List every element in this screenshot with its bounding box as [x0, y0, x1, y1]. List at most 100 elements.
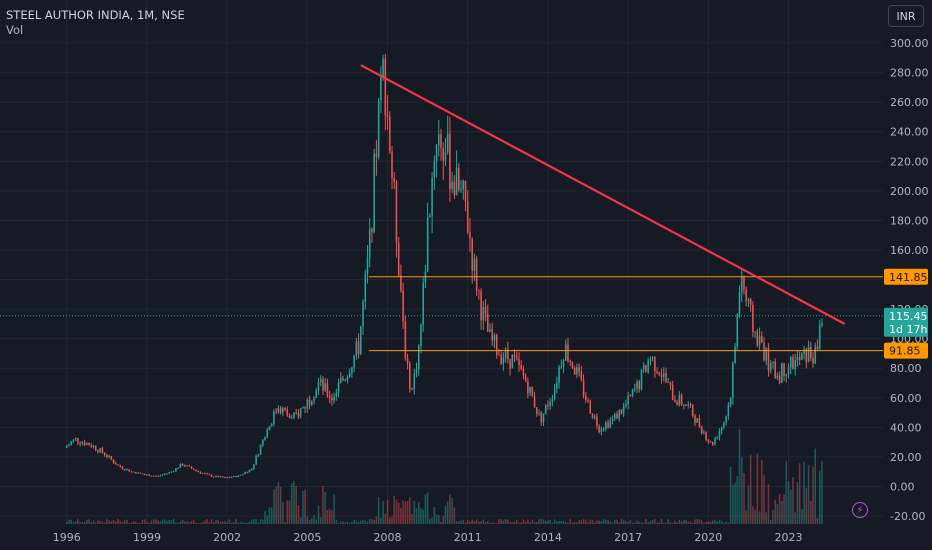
volume-bar — [97, 520, 99, 524]
volume-bar — [237, 522, 240, 524]
candle-body — [580, 371, 583, 381]
volume-legend[interactable]: Vol — [6, 23, 24, 37]
x-tick-label: 2017 — [614, 531, 642, 544]
volume-bar — [299, 517, 302, 524]
volume-bar — [239, 521, 242, 524]
candle-body — [500, 355, 502, 364]
candle-body — [805, 349, 808, 363]
candle-body — [395, 182, 398, 243]
candle-body — [250, 468, 253, 470]
candle-body — [114, 462, 117, 465]
candle-body — [812, 357, 814, 364]
volume-bar — [556, 521, 558, 524]
candle-body — [689, 404, 692, 406]
candle-body — [97, 450, 99, 453]
candle-body — [164, 473, 166, 475]
candle-body — [197, 470, 199, 472]
candle-body — [192, 468, 195, 471]
volume-bar — [484, 522, 487, 524]
volume-bar — [175, 522, 177, 524]
volume-bar — [324, 491, 326, 524]
volume-bar — [106, 519, 108, 524]
candle-body — [645, 365, 647, 373]
currency-button[interactable]: INR — [888, 5, 924, 27]
candle-body — [658, 372, 661, 375]
candle-body — [426, 217, 429, 272]
volume-bar — [618, 522, 620, 524]
volume-bar — [487, 521, 489, 524]
volume-bar — [440, 521, 442, 524]
lightning-icon[interactable]: ⚡ — [852, 502, 868, 518]
candle-body — [435, 144, 438, 162]
candle-body — [382, 58, 384, 78]
volume-bar — [335, 519, 338, 524]
volume-bar — [119, 521, 122, 524]
candle-body — [264, 436, 266, 440]
volume-bar — [680, 521, 683, 524]
volume-bar — [431, 517, 433, 524]
volume-bar — [567, 522, 569, 524]
volume-bar — [622, 520, 625, 524]
volume-bar — [373, 519, 375, 524]
candle-body — [333, 396, 335, 401]
volume-bar — [382, 500, 384, 524]
candle-body — [542, 413, 545, 423]
candle-body — [662, 373, 665, 377]
candle-body — [591, 413, 594, 418]
volume-bar — [801, 509, 803, 524]
candle-body — [576, 367, 578, 375]
candle-body — [268, 426, 271, 430]
volume-bar — [364, 520, 367, 524]
volume-bar — [591, 519, 594, 524]
volume-bar — [103, 522, 106, 524]
candle-body — [199, 471, 202, 474]
volume-bar — [794, 512, 796, 524]
candle-body — [175, 468, 177, 472]
candle-body — [513, 354, 516, 357]
candle-body — [729, 397, 732, 405]
candle-body — [110, 455, 113, 460]
time-axis[interactable]: 1996 1999 2002 2005 2008 2011 2014 2017 2020 2023 — [53, 531, 803, 544]
volume-bar — [716, 521, 719, 524]
symbol-title[interactable]: STEEL AUTHOR INDIA, 1M, NSE — [6, 8, 185, 22]
candle-body — [92, 445, 95, 447]
candle-body — [244, 472, 246, 475]
volume-bar — [671, 522, 674, 524]
volume-bar — [166, 520, 168, 524]
x-tick-label: 2014 — [534, 531, 562, 544]
volume-bar — [796, 481, 799, 524]
volume-bar — [587, 522, 589, 524]
candle-body — [237, 475, 240, 478]
volume-bar — [449, 494, 451, 524]
candle-body — [495, 334, 498, 355]
volume-bar — [357, 522, 360, 524]
volume-bar — [121, 521, 124, 524]
volume-bar — [767, 483, 770, 524]
candle-body — [90, 445, 93, 447]
y-tick-label: 20.00 — [890, 451, 922, 464]
candle-body — [531, 387, 534, 397]
candle-body — [230, 476, 233, 478]
candle-body — [373, 153, 375, 233]
candle-body — [538, 412, 540, 414]
volume-bar — [429, 519, 431, 524]
volume-bar — [455, 521, 458, 524]
volume-bar — [642, 522, 645, 524]
candle-body — [462, 180, 465, 190]
volume-bar — [192, 520, 195, 524]
candle-body — [438, 134, 440, 145]
volume-bar — [210, 519, 213, 524]
candle-body — [255, 455, 257, 465]
candle-body — [391, 151, 393, 178]
trendline[interactable] — [360, 64, 846, 325]
y-tick-label: 40.00 — [890, 421, 922, 434]
volume-bar — [522, 519, 525, 524]
volume-bar — [197, 522, 199, 524]
candle-body — [758, 336, 761, 346]
volume-bar — [803, 461, 805, 524]
volume-bar — [778, 493, 781, 524]
candle-body — [346, 376, 349, 381]
volume-bar — [188, 522, 191, 524]
